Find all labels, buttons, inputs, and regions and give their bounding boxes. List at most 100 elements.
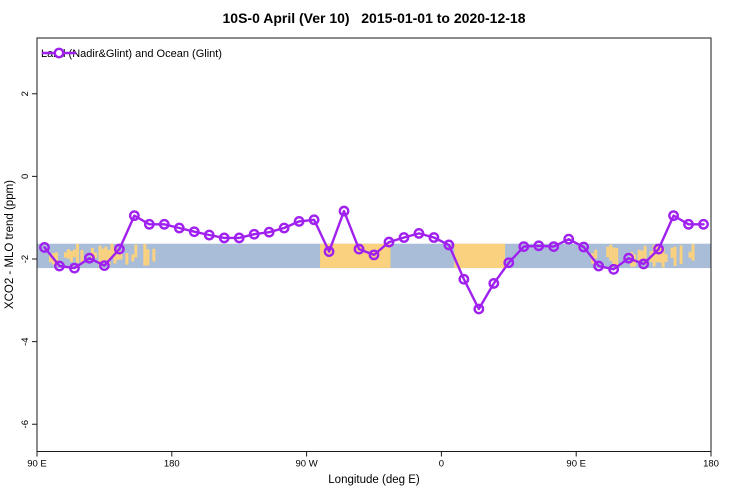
data-point — [54, 260, 65, 272]
surface-band-land-speckle — [116, 249, 120, 260]
data-point — [99, 260, 110, 272]
y-tick-label: -4 — [20, 337, 31, 345]
surface-band-land-speckle — [104, 246, 108, 262]
surface-band-land-speckle — [679, 245, 683, 265]
surface-band-land-speckle — [119, 251, 123, 260]
surface-band-land-speckle — [107, 249, 111, 266]
data-point — [293, 216, 305, 227]
data-point — [368, 249, 380, 261]
surface-band-land-speckle — [134, 244, 138, 258]
surface-band-land-speckle — [131, 254, 135, 262]
surface-band-land-speckle — [652, 244, 656, 267]
data-point — [548, 241, 560, 253]
x-tick-label: 180 — [703, 459, 719, 470]
surface-band-land — [454, 243, 506, 269]
surface-band-land-speckle — [688, 251, 692, 258]
y-tick-label: 2 — [20, 91, 31, 96]
surface-band-land-speckle — [670, 247, 674, 258]
data-point — [69, 262, 80, 274]
data-point — [353, 243, 365, 255]
surface-band-land-speckle — [63, 252, 67, 258]
surface-band-land-speckle — [80, 250, 84, 265]
data-point — [233, 232, 245, 244]
data-point — [218, 232, 230, 244]
data-point — [518, 241, 530, 253]
surface-band-land-speckle — [48, 254, 52, 263]
surface-band-land-speckle — [101, 248, 105, 264]
data-point — [308, 214, 320, 226]
data-point — [488, 277, 500, 289]
surface-band-land-speckle — [673, 246, 677, 266]
y-tick-label: -2 — [20, 255, 31, 263]
plot-box — [36, 37, 712, 452]
x-tick-label: 90 E — [27, 459, 47, 470]
data-point — [458, 273, 470, 285]
x-tick-label: 90 W — [296, 459, 318, 470]
surface-band-land-speckle — [98, 245, 102, 266]
data-point — [188, 226, 200, 238]
data-point — [248, 228, 260, 240]
data-point — [428, 232, 440, 243]
surface-band-land-speckle — [612, 247, 616, 267]
legend-label: Land (Nadir&Glint) and Ocean (Glint) — [41, 48, 222, 60]
data-point — [683, 218, 694, 230]
data-point — [608, 263, 620, 275]
surface-band-land-speckle — [72, 249, 76, 258]
y-tick-label: 0 — [20, 174, 31, 179]
x-axis-title: Longitude (deg E) — [328, 474, 420, 486]
data-point — [84, 252, 95, 264]
surface-band-land-speckle — [615, 248, 619, 266]
data-point — [443, 239, 455, 251]
surface-band-land-speckle — [661, 248, 665, 268]
data-point — [383, 236, 395, 248]
surface-band-land-speckle — [152, 248, 156, 262]
data-point — [623, 252, 635, 264]
surface-band-land-speckle — [594, 249, 598, 259]
x-tick-label: 90 E — [566, 459, 586, 470]
surface-band-land-speckle — [691, 244, 695, 261]
data-point — [128, 210, 140, 222]
data-point — [158, 218, 170, 230]
surface-band-land-speckle — [609, 244, 613, 261]
surface-band-land-speckle — [75, 244, 79, 263]
x-tick-label: 180 — [164, 459, 180, 470]
data-point — [323, 246, 335, 257]
data-point — [473, 303, 485, 315]
data-point — [263, 226, 275, 238]
data-point — [143, 218, 155, 230]
surface-band-land-speckle — [640, 250, 644, 261]
surface-band-land-speckle — [110, 243, 114, 258]
surface-band-land-speckle — [146, 249, 150, 266]
surface-band-land-speckle — [643, 245, 647, 265]
data-point — [533, 240, 545, 252]
surface-band-land-speckle — [637, 249, 641, 263]
surface-band-land-speckle — [606, 246, 610, 258]
data-point — [563, 233, 575, 245]
data-point — [338, 205, 350, 217]
legend: Land (Nadir&Glint) and Ocean (Glint) — [41, 46, 222, 62]
data-point — [578, 241, 590, 253]
chart-title: 10S-0 April (Ver 10) 2015-01-01 to 2020-… — [222, 10, 526, 26]
data-point — [638, 258, 649, 270]
data-point — [39, 242, 50, 253]
surface-band-land-speckle — [125, 253, 129, 265]
data-point — [278, 222, 290, 234]
surface-band-land-speckle — [69, 250, 73, 262]
data-point — [698, 218, 709, 230]
x-tick-label: 0 — [439, 459, 444, 470]
data-point — [653, 243, 664, 255]
y-tick-label: -6 — [20, 420, 31, 428]
data-point — [593, 260, 605, 272]
data-point — [398, 232, 410, 243]
y-axis-title: XCO2 - MLO trend (ppm) — [4, 180, 16, 310]
data-point — [668, 210, 679, 222]
data-point — [173, 222, 185, 234]
legend-line-marker-icon — [41, 47, 77, 59]
data-point — [503, 257, 515, 269]
surface-band-land-speckle — [93, 252, 97, 259]
data-point — [113, 243, 125, 255]
surface-band-land-speckle — [664, 253, 668, 262]
surface-band-land-speckle — [143, 244, 147, 266]
surface-band-land-speckle — [54, 252, 58, 266]
